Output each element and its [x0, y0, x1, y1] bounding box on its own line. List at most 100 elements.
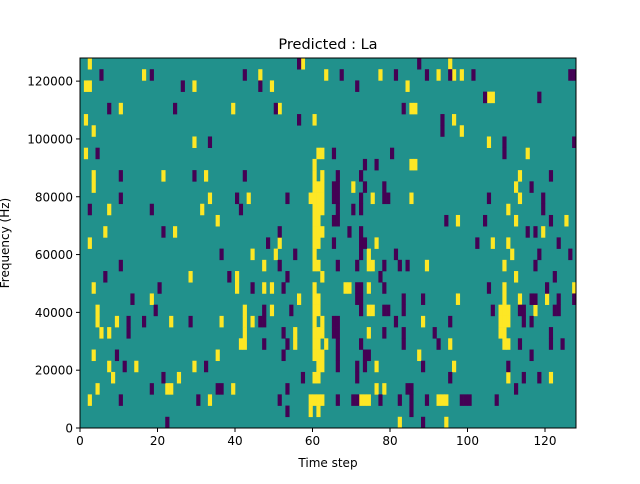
heatmap-cell-low — [359, 170, 364, 182]
heatmap-cell-high — [374, 237, 379, 249]
x-tick-label: 120 — [534, 434, 557, 448]
heatmap-cell-low — [130, 293, 135, 305]
heatmap-cell-high — [312, 237, 317, 249]
heatmap-cell-high — [506, 315, 511, 328]
heatmap-cell-low — [421, 293, 426, 305]
heatmap-cell-low — [521, 304, 526, 317]
heatmap-cell-low — [335, 170, 340, 182]
heatmap-cell-high — [374, 360, 379, 373]
heatmap-cell-high — [506, 237, 511, 249]
heatmap-cell-low — [118, 192, 123, 205]
heatmap-cell-low — [204, 360, 209, 373]
x-tick-label: 20 — [150, 434, 165, 448]
heatmap-cell-high — [366, 282, 371, 294]
heatmap-cell-high — [242, 304, 247, 317]
heatmap-cell-low — [486, 282, 492, 294]
heatmap-cell-high — [273, 248, 278, 261]
heatmap-cell-high — [316, 304, 321, 317]
heatmap-cell-low — [393, 248, 399, 261]
heatmap-cell-high — [312, 214, 317, 227]
heatmap-cell-high — [316, 293, 321, 305]
heatmap-cell-high — [242, 327, 247, 339]
heatmap-cell-low — [331, 181, 337, 193]
heatmap-cell-high — [312, 170, 317, 182]
heatmap-cell-low — [118, 259, 123, 272]
heatmap-cell-high — [215, 214, 220, 227]
heatmap-cell-low — [351, 203, 356, 216]
heatmap-cell-high — [235, 282, 240, 294]
heatmap-cell-high — [343, 282, 348, 294]
heatmap-cell-low — [401, 338, 406, 350]
heatmap-cell-low — [99, 69, 104, 81]
heatmap-cell-high — [308, 192, 313, 205]
heatmap-cell-low — [118, 394, 123, 406]
heatmap-cell-low — [258, 315, 263, 328]
heatmap-cell-high — [231, 102, 236, 115]
heatmap-cell-low — [118, 170, 123, 182]
heatmap-cell-low — [335, 349, 340, 362]
heatmap-cell-low — [300, 371, 306, 384]
y-tick-label: 40000 — [35, 306, 73, 320]
heatmap-cell-low — [355, 259, 360, 272]
heatmap-cell-high — [320, 192, 325, 205]
heatmap-cell-low — [335, 315, 340, 328]
heatmap-cell-high — [452, 360, 457, 373]
heatmap-cell-low — [335, 192, 340, 205]
heatmap-cell-high — [572, 282, 577, 294]
heatmap-cell-low — [281, 349, 286, 362]
heatmap-cell-high — [83, 80, 89, 92]
heatmap-cell-low — [335, 327, 340, 339]
heatmap-cell-high — [204, 170, 209, 182]
heatmap-cell-low — [552, 271, 557, 283]
heatmap-cell-low — [281, 282, 286, 294]
heatmap-cell-low — [161, 371, 166, 384]
heatmap-cell-low — [541, 192, 546, 205]
heatmap-cell-low — [157, 282, 162, 294]
heatmap-cell-low — [521, 315, 526, 328]
heatmap-cell-high — [192, 360, 197, 373]
heatmap-cell-high — [502, 259, 507, 272]
heatmap-cell-high — [366, 327, 371, 339]
heatmap-cell-high — [242, 338, 247, 350]
heatmap-cell-high — [525, 147, 530, 160]
heatmap-cell-low — [521, 371, 526, 384]
heatmap-cell-high — [312, 181, 317, 193]
heatmap-cell-high — [498, 304, 503, 317]
heatmap-cell-high — [134, 360, 139, 373]
heatmap-cell-high — [366, 248, 371, 261]
heatmap-cell-high — [517, 293, 523, 305]
heatmap-cell-high — [91, 125, 96, 137]
heatmap-cell-high — [312, 203, 317, 216]
heatmap-cell-low — [436, 338, 441, 350]
heatmap-cell-high — [312, 304, 317, 317]
heatmap-cell-high — [514, 271, 519, 283]
heatmap-cell-high — [409, 158, 414, 171]
heatmap-cell-low — [359, 192, 364, 205]
heatmap-cell-high — [149, 293, 154, 305]
heatmap-cell-low — [242, 69, 247, 81]
heatmap-cell-low — [362, 181, 368, 193]
heatmap-cell-high — [300, 58, 306, 70]
heatmap-cell-high — [320, 327, 325, 339]
heatmap-cell-high — [192, 136, 197, 148]
heatmap-cell-high — [417, 349, 422, 362]
heatmap-cell-high — [107, 203, 112, 216]
heatmap-cell-low — [355, 293, 360, 305]
heatmap-cell-high — [490, 237, 495, 249]
heatmap-cell-high — [111, 371, 116, 384]
heatmap-cell-low — [122, 360, 127, 373]
heatmap-cell-high — [506, 338, 511, 350]
x-tick-label: 60 — [305, 434, 320, 448]
heatmap-cell-low — [417, 58, 422, 70]
heatmap-cell-low — [362, 158, 368, 171]
heatmap-cell-low — [114, 349, 120, 362]
heatmap-cell-low — [103, 271, 108, 283]
heatmap-cell-high — [277, 102, 282, 115]
heatmap-cell-low — [262, 304, 267, 317]
heatmap-cell-low — [362, 349, 368, 362]
heatmap-cell-low — [355, 360, 360, 373]
heatmap-cell-low — [95, 147, 100, 160]
heatmap-cell-low — [401, 304, 406, 317]
heatmap-cell-low — [359, 237, 364, 249]
